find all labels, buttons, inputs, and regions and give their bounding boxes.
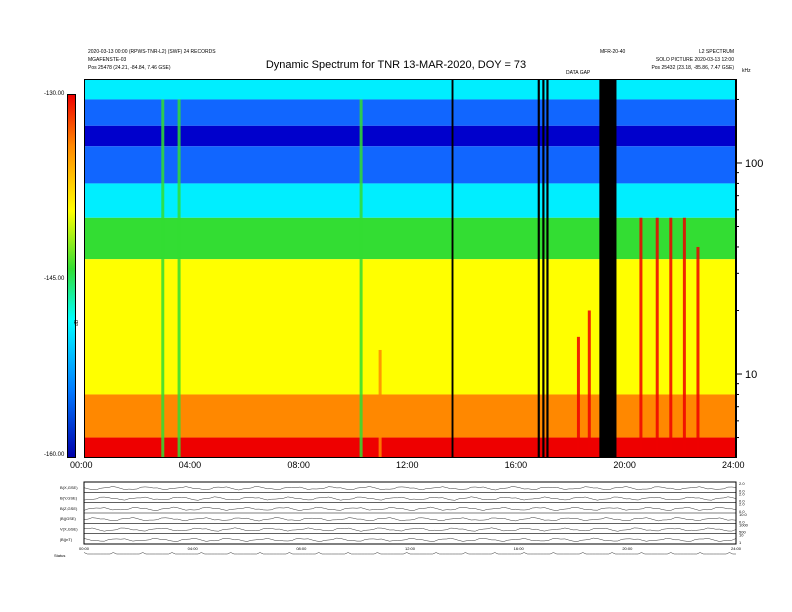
burst-10 <box>696 246 700 458</box>
panel-time-tick: 24:00 <box>731 546 742 551</box>
intensity-band-3 <box>84 146 736 184</box>
panel-label: B(X,GSE) <box>60 485 78 490</box>
data-gap-0 <box>451 79 454 458</box>
meta-right-corner: L2 SPECTRUM <box>698 49 734 55</box>
panel-label: |B|(GSE) <box>60 516 77 521</box>
intensity-band-4 <box>84 183 736 218</box>
frequency-axis-unit: kHz <box>742 68 751 74</box>
burst-2 <box>359 99 363 458</box>
panel-right-tick: 500 <box>739 530 746 535</box>
burst-4 <box>576 336 580 458</box>
status-trace <box>83 552 736 555</box>
panel-right-tick: 2.0 <box>739 491 745 496</box>
frequency-axis: kHz 10 100 <box>736 68 763 458</box>
meta-right-top: MFR-20-40 <box>600 49 626 55</box>
data-gap-4 <box>599 79 617 458</box>
frequency-tick-label: 100 <box>745 158 763 170</box>
intensity-band-5 <box>84 217 736 260</box>
data-gap-2 <box>542 79 545 458</box>
panel-right-tick: 0.0 <box>739 499 745 504</box>
panel-trace <box>83 537 737 542</box>
frequency-tick-label: 10 <box>745 369 757 381</box>
meta-right-3: Pos 25432 (23.18, -85.86, 7.47 GSE) <box>651 65 734 71</box>
panel-right-tick: 0.0 <box>739 509 745 514</box>
line-panels: B(X,GSE)2.00.0B(Y,GSE)2.00.0B(Z,GSE)2.00… <box>54 481 749 558</box>
panel-time-tick: 16:00 <box>514 546 525 551</box>
meta-left-2: MGAFENSTE-03 <box>88 57 127 63</box>
burst-1 <box>177 99 181 458</box>
panel-trace <box>83 527 737 532</box>
data-gap-3 <box>546 79 549 458</box>
time-tick-label: 20:00 <box>613 460 636 470</box>
panel-right-tick: 1000 <box>739 522 749 527</box>
intensity-band-7 <box>84 394 736 438</box>
colorbar-tick-top: -130.00 <box>44 91 65 97</box>
panel-right-tick: 2.0 <box>739 481 745 486</box>
colorbar-tick-bottom: -160.00 <box>44 452 65 458</box>
colorbar <box>67 94 76 458</box>
burst-3 <box>378 349 382 458</box>
intensity-band-1 <box>84 99 736 126</box>
burst-9 <box>682 217 686 458</box>
burst-5 <box>587 310 591 458</box>
panel-trace <box>83 496 737 501</box>
burst-0 <box>161 99 165 458</box>
panel-label: |B|(nT) <box>60 537 73 542</box>
panel-trace <box>83 486 737 491</box>
data-gap-1 <box>537 79 540 458</box>
intensity-band-0 <box>84 79 736 100</box>
intensity-band-8 <box>84 437 736 458</box>
panel-label: B(Z,GSE) <box>60 506 78 511</box>
panel-right-tick: 2.0 <box>739 502 745 507</box>
data-gap-label: DATA GAP <box>566 70 591 76</box>
intensity-band-2 <box>84 125 736 147</box>
burst-7 <box>655 217 659 458</box>
chart-title: Dynamic Spectrum for TNR 13-MAR-2020, DO… <box>265 59 527 71</box>
panel-right-tick: 10 <box>739 533 744 538</box>
panel-right-tick: 0.0 <box>739 519 745 524</box>
burst-8 <box>669 217 673 458</box>
panel-right-tick: 10.0 <box>739 512 748 517</box>
panel-right-tick: 1 <box>739 540 742 545</box>
time-tick-label: 04:00 <box>178 460 202 470</box>
panel-time-tick: 08:00 <box>296 546 307 551</box>
time-tick-label: 00:00 <box>70 460 93 470</box>
time-tick-label: 08:00 <box>287 460 310 470</box>
spectrogram <box>84 79 736 458</box>
time-tick-label: 12:00 <box>396 460 419 470</box>
intensity-band-6 <box>84 259 736 395</box>
time-tick-label: 16:00 <box>504 460 528 470</box>
burst-6 <box>639 217 643 458</box>
panel-label: B(Y,GSE) <box>60 496 78 501</box>
meta-left-1: 2020-03-13 00:00 (RPWS-TNR-L2) (SWF) 24 … <box>88 49 216 55</box>
colorbar-tick-mid: -145.00 <box>44 276 65 282</box>
panel-time-tick: 12:00 <box>405 546 416 551</box>
panel-time-tick: 00:00 <box>79 546 90 551</box>
time-axis-labels: 00:00 04:00 08:00 12:00 16:00 20:00 24:00 <box>0 460 792 474</box>
panel-trace <box>83 517 737 522</box>
panel-time-tick: 04:00 <box>188 546 199 551</box>
colorbar-label: dB <box>74 319 81 327</box>
meta-right-2: SOLO PICTURE 2020-03-13 12:00 <box>655 57 734 63</box>
spectrogram-frame <box>84 79 736 458</box>
panel-right-tick: 0.0 <box>739 488 745 493</box>
panel-time-tick: 20:00 <box>622 546 633 551</box>
meta-left-3: Pos 25478 (24.21, -84.84, 7.46 GSE) <box>88 65 171 71</box>
status-label: Status <box>54 553 65 558</box>
panel-trace <box>83 506 737 511</box>
time-tick-label: 24:00 <box>722 460 745 470</box>
panel-label: V(X,GSE) <box>60 527 78 532</box>
